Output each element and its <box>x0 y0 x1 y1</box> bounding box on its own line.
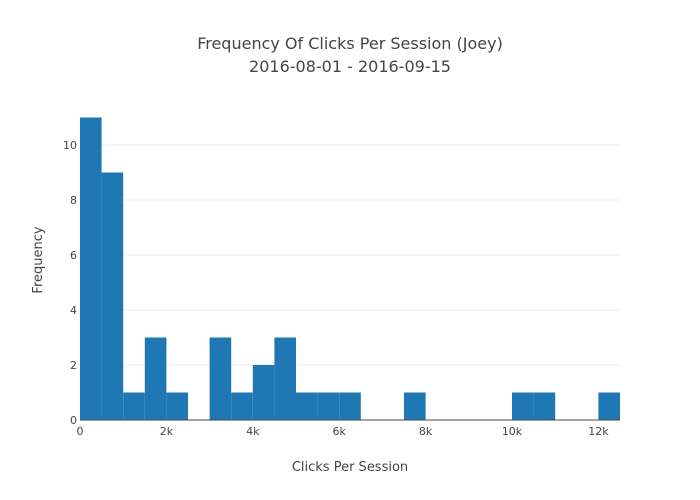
y-axis-title: Frequency <box>31 226 46 293</box>
x-tick-label: 4k <box>246 425 260 438</box>
chart-title: Frequency Of Clicks Per Session (Joey) <box>197 34 503 53</box>
y-tick-label: 2 <box>70 359 77 372</box>
x-tick-label: 6k <box>333 425 347 438</box>
x-tick-label: 2k <box>160 425 174 438</box>
histogram-bar <box>231 392 253 420</box>
bars <box>80 117 620 420</box>
histogram-bar <box>101 172 124 420</box>
y-tick-label: 8 <box>70 194 77 207</box>
y-tick-label: 4 <box>70 304 77 317</box>
histogram-bar <box>252 365 275 420</box>
y-tick-label: 6 <box>70 249 77 262</box>
x-tick-label: 12k <box>588 425 609 438</box>
histogram-bar <box>274 337 296 420</box>
gridlines <box>80 144 620 366</box>
histogram-bar <box>598 392 620 420</box>
histogram-bar <box>404 392 426 420</box>
y-tick-label: 0 <box>70 414 77 427</box>
histogram-bar <box>533 392 556 420</box>
histogram-bar <box>166 392 188 420</box>
histogram-bar <box>317 392 340 420</box>
x-tick-label: 0 <box>77 425 84 438</box>
histogram-bar <box>209 337 232 420</box>
histogram-bar <box>339 392 361 420</box>
x-axis-title: Clicks Per Session <box>292 460 408 475</box>
histogram-bar <box>80 117 102 420</box>
histogram-bar <box>144 337 167 420</box>
histogram-bar <box>296 392 318 420</box>
histogram-bar <box>512 392 534 420</box>
histogram-bar <box>123 392 145 420</box>
y-tick-label: 10 <box>63 139 77 152</box>
x-tick-label: 10k <box>502 425 523 438</box>
chart-subtitle: 2016-08-01 - 2016-09-15 <box>249 57 451 76</box>
x-tick-label: 8k <box>419 425 433 438</box>
axes: 0 2 4 6 8 10 0 2k 4k 6k 8k 10k 12k <box>63 139 620 438</box>
